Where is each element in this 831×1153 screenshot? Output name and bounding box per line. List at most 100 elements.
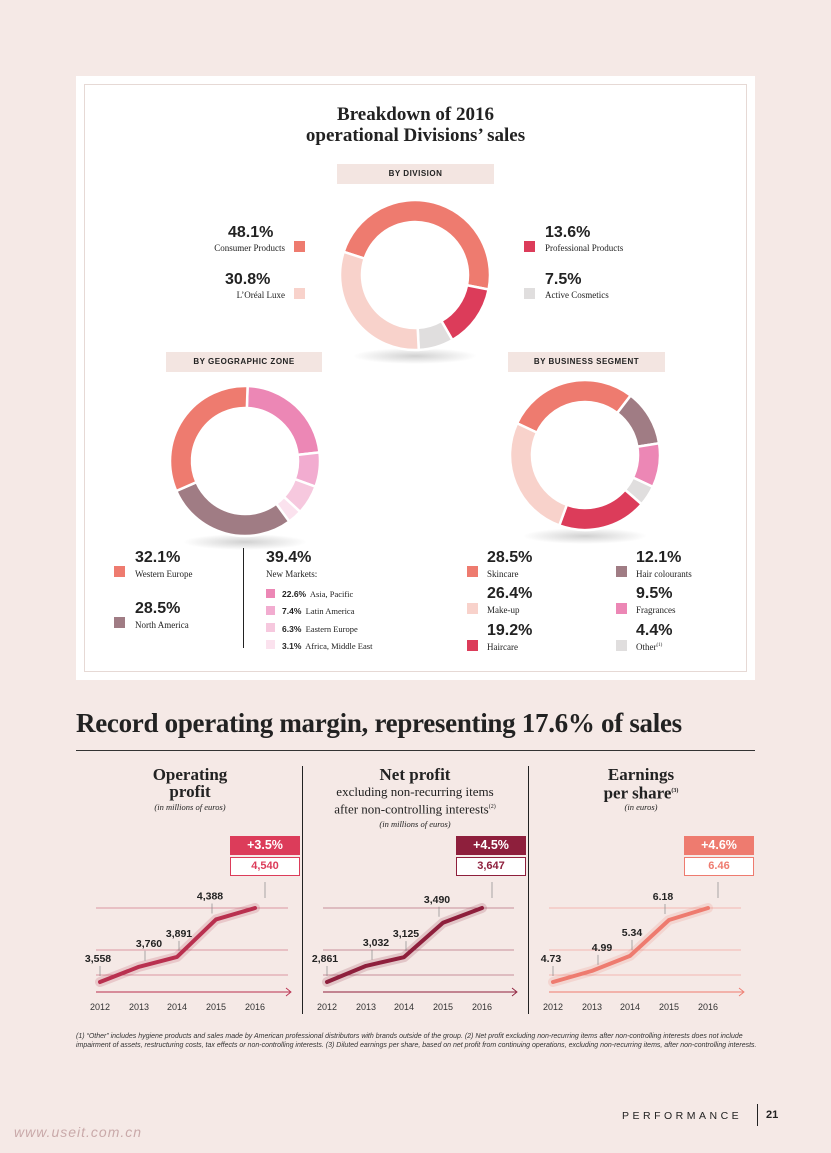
geo-slice-5 [174, 480, 292, 538]
segment-slice-5 [557, 488, 644, 532]
other-label: Other(1) [636, 642, 663, 652]
eps-value-4: 6.18 [653, 891, 674, 903]
operating-xtick-3: 2014 [167, 1002, 187, 1012]
net-value-4: 3,490 [424, 894, 450, 906]
eps-xtick-3: 2014 [620, 1002, 640, 1012]
net-xtick-3: 2014 [394, 1002, 414, 1012]
operating-value-1: 3,558 [85, 953, 111, 965]
eps-growth-badge: +4.6% [684, 836, 754, 855]
division-shadow [353, 348, 477, 364]
other-swatch [616, 640, 627, 651]
north-america-swatch [114, 617, 125, 628]
chart-separator-1 [302, 766, 303, 1014]
operating-xtick-4: 2015 [206, 1002, 226, 1012]
net-value-2: 3,032 [363, 937, 389, 949]
haircare-pct: 19.2% [487, 622, 533, 639]
division-donut [338, 198, 492, 364]
skincare-swatch [467, 566, 478, 577]
eps-value-2: 4.99 [592, 942, 613, 954]
consumer-swatch [294, 241, 305, 252]
eps-line [551, 906, 710, 984]
net-axis-arrow [511, 987, 518, 997]
geo-pill: BY GEOGRAPHIC ZONE [166, 352, 322, 372]
geo-donut [168, 384, 322, 550]
eps-xtick-1: 2012 [543, 1002, 563, 1012]
operating-value-2: 3,760 [136, 938, 162, 950]
segment-slice-1 [515, 378, 633, 435]
operating-value-3: 3,891 [166, 928, 192, 940]
operating-line-chart: 3,558 3,760 3,891 4,388 2012 2013 2014 2015 2016 [85, 882, 292, 1012]
section-rule [76, 750, 755, 751]
net-xtick-2: 2013 [356, 1002, 376, 1012]
page-number: 21 [766, 1109, 779, 1121]
footnote: (1) “Other” includes hygiene products an… [76, 1033, 757, 1049]
geo-separator [243, 548, 244, 648]
operating-axis-arrow [285, 987, 292, 997]
eps-line-chart: 4.73 4.99 5.34 6.18 2012 2013 2014 2015 2016 [541, 882, 745, 1012]
fragrances-swatch [616, 603, 627, 614]
division-pill: BY DIVISION [337, 164, 494, 184]
hair-colourants-swatch [616, 566, 627, 577]
luxe-label: L’Oréal Luxe [236, 290, 285, 300]
fragrances-pct: 9.5% [636, 585, 673, 602]
western-europe-swatch [114, 566, 125, 577]
makeup-label: Make-up [487, 605, 520, 615]
eps-xtick-2: 2013 [582, 1002, 602, 1012]
operating-title-1: Operating [152, 765, 228, 784]
operating-xtick-1: 2012 [90, 1002, 110, 1012]
operating-xtick-5: 2016 [245, 1002, 265, 1012]
eps-title-1: Earnings [607, 765, 675, 784]
professional-pct: 13.6% [545, 224, 591, 241]
eps-axis-arrow [738, 987, 745, 997]
footer-separator [757, 1104, 758, 1126]
eps-xtick-5: 2016 [698, 1002, 718, 1012]
hair-colourants-pct: 12.1% [636, 549, 682, 566]
operating-latest-badge: 4,540 [230, 857, 300, 876]
active-pct: 7.5% [545, 271, 582, 288]
section-title: Record operating margin, representing 17… [76, 708, 682, 738]
eps-value-1: 4.73 [541, 953, 562, 965]
latin-america-item: 7.4% Latin America [282, 606, 355, 616]
latin-america-swatch [266, 606, 275, 615]
operating-title-2: profit [169, 782, 211, 801]
fragrances-label: Fragrances [636, 605, 676, 615]
asia-pacific-item: 22.6% Asia, Pacific [282, 589, 354, 599]
skincare-pct: 28.5% [487, 549, 533, 566]
haircare-label: Haircare [487, 642, 518, 652]
eps-line-halo [548, 903, 713, 987]
footer-section-label: PERFORMANCE [622, 1110, 743, 1122]
western-europe-label: Western Europe [135, 569, 193, 579]
new-markets-label: New Markets: [266, 569, 318, 579]
luxe-swatch [294, 288, 305, 299]
hair-colourants-label: Hair colourants [636, 569, 692, 579]
asia-pacific-swatch [266, 589, 275, 598]
north-america-label: North America [135, 620, 189, 630]
net-sub-2: after non-controlling interests(2) [334, 801, 496, 817]
professional-swatch [524, 241, 535, 252]
net-unit: (in millions of euros) [379, 819, 451, 829]
breakdown-title-line1: Breakdown of 2016 [337, 104, 494, 125]
north-america-pct: 28.5% [135, 600, 181, 617]
segment-pill: BY BUSINESS SEGMENT [508, 352, 665, 372]
operating-growth-badge: +3.5% [230, 836, 300, 855]
eps-value-3: 5.34 [622, 927, 643, 939]
net-value-1: 2,861 [312, 953, 338, 965]
chart-separator-2 [528, 766, 529, 1014]
watermark: www.useit.com.cn [14, 1124, 143, 1140]
card-border [84, 84, 747, 672]
eps-unit: (in euros) [624, 802, 658, 812]
net-xtick-1: 2012 [317, 1002, 337, 1012]
consumer-label: Consumer Products [214, 243, 285, 253]
net-sub-1: excluding non-recurring items [336, 784, 494, 799]
geo-slice-1 [245, 384, 321, 457]
geo-slice-6 [168, 384, 249, 493]
operating-value-4: 4,388 [197, 890, 223, 902]
net-line [325, 906, 484, 984]
net-value-3: 3,125 [393, 928, 419, 940]
segment-donut [508, 378, 662, 544]
active-swatch [524, 288, 535, 299]
makeup-pct: 26.4% [487, 585, 533, 602]
segment-shadow [523, 528, 647, 544]
haircare-swatch [467, 640, 478, 651]
africa-me-item: 3.1% Africa, Middle East [282, 641, 373, 651]
